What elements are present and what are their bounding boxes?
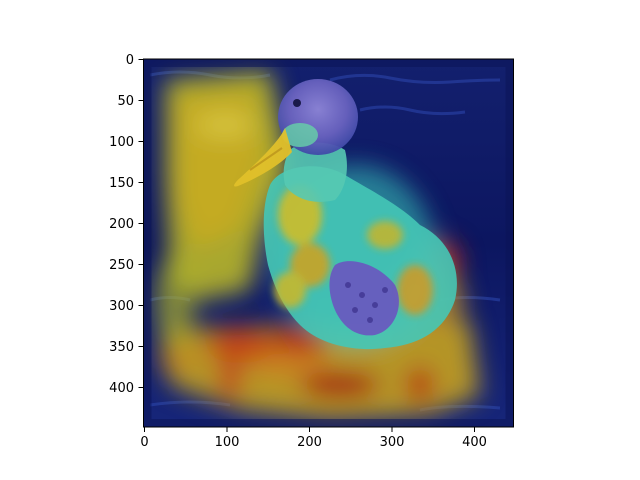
y-tick-label: 400 [109, 381, 134, 396]
y-tick-100: 100 [109, 135, 144, 150]
y-tick-label: 100 [109, 135, 134, 150]
y-tick-250: 250 [109, 258, 144, 273]
heatmap-image [143, 59, 514, 427]
x-tick-label: 400 [462, 435, 487, 450]
y-tick-0: 0 [126, 53, 144, 68]
y-tick-300: 300 [109, 299, 144, 314]
y-tick-label: 0 [126, 53, 134, 68]
y-tick-200: 200 [109, 217, 144, 232]
duck [234, 79, 457, 350]
y-tick-label: 300 [109, 299, 134, 314]
y-tick-label: 350 [109, 340, 134, 355]
y-tick-150: 150 [109, 176, 144, 191]
x-tick-100: 100 [215, 427, 240, 450]
y-tick-350: 350 [109, 340, 144, 355]
y-tick-label: 250 [109, 258, 134, 273]
y-tick-label: 150 [109, 176, 134, 191]
x-tick-0: 0 [140, 427, 149, 450]
x-tick-label: 0 [140, 435, 148, 450]
duck-neck [283, 142, 347, 202]
duck-bill [234, 128, 292, 187]
y-tick-label: 50 [117, 94, 134, 109]
duck-eye [293, 99, 301, 107]
x-axis: 0 100 200 300 400 [140, 427, 487, 450]
duck-wing [329, 261, 399, 336]
x-tick-label: 200 [297, 435, 322, 450]
y-tick-50: 50 [117, 94, 144, 109]
x-tick-200: 200 [297, 427, 322, 450]
y-tick-label: 200 [109, 217, 134, 232]
axes-frame [143, 58, 514, 428]
y-tick-400: 400 [109, 381, 144, 396]
y-axis: 0 50 100 150 200 250 300 350 [109, 53, 144, 396]
x-tick-label: 100 [215, 435, 240, 450]
x-tick-400: 400 [462, 427, 487, 450]
x-tick-label: 300 [380, 435, 405, 450]
x-tick-300: 300 [380, 427, 405, 450]
